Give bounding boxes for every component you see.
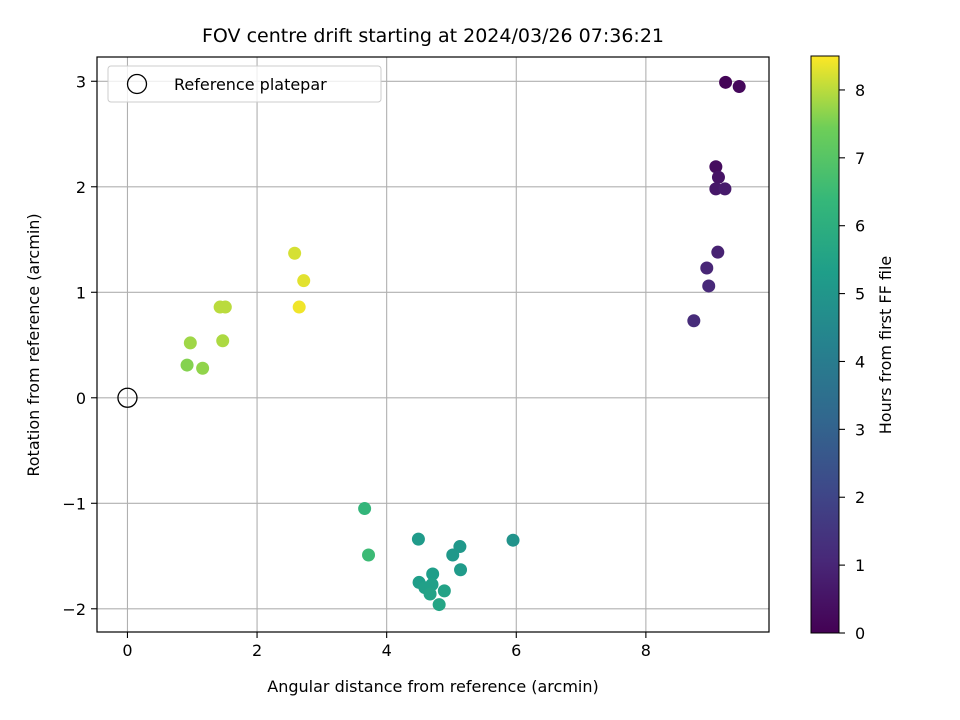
y-axis-ticks: −2 −1 0 1 2 3 bbox=[62, 72, 97, 619]
chart-title: FOV centre drift starting at 2024/03/26 … bbox=[202, 25, 664, 47]
data-point bbox=[411, 532, 425, 546]
legend-label: Reference platepar bbox=[174, 75, 327, 94]
data-point bbox=[711, 245, 725, 259]
data-point bbox=[702, 279, 716, 293]
data-point bbox=[719, 75, 733, 89]
data-point bbox=[506, 533, 520, 547]
data-point bbox=[709, 182, 723, 196]
data-point bbox=[711, 170, 725, 184]
x-axis-label: Angular distance from reference (arcmin) bbox=[267, 677, 598, 696]
data-point bbox=[218, 300, 232, 314]
data-point bbox=[446, 548, 460, 562]
data-point bbox=[432, 598, 446, 612]
legend-reference-marker bbox=[126, 73, 148, 95]
data-point bbox=[183, 336, 197, 350]
data-point bbox=[180, 358, 194, 372]
x-tick-label: 2 bbox=[252, 641, 262, 660]
colorbar-tick-label: 7 bbox=[855, 149, 865, 168]
x-tick-label: 0 bbox=[122, 641, 132, 660]
y-tick-label: 3 bbox=[76, 72, 86, 91]
data-point bbox=[423, 587, 437, 601]
x-axis-ticks: 0 2 4 6 8 bbox=[122, 632, 651, 660]
colorbar-tick-label: 1 bbox=[855, 556, 865, 575]
legend-box bbox=[107, 65, 382, 103]
reference-platepar-marker bbox=[117, 387, 138, 408]
grid-lines bbox=[97, 57, 769, 632]
colorbar-tick-label: 2 bbox=[855, 488, 865, 507]
colorbar-ticks: 0 1 2 3 4 5 6 7 8 bbox=[839, 81, 865, 643]
data-point bbox=[700, 261, 714, 275]
y-tick-label: 2 bbox=[76, 178, 86, 197]
colorbar-tick-label: 0 bbox=[855, 624, 865, 643]
data-point bbox=[426, 567, 440, 581]
y-axis-label: Rotation from reference (arcmin) bbox=[24, 213, 43, 476]
colorbar-tick-label: 6 bbox=[855, 217, 865, 236]
colorbar-label: Hours from first FF file bbox=[876, 256, 895, 435]
data-point bbox=[687, 314, 701, 328]
colorbar-gradient bbox=[810, 55, 840, 634]
reference-marker-group bbox=[117, 387, 138, 408]
colorbar-tick-label: 5 bbox=[855, 285, 865, 304]
x-tick-label: 8 bbox=[641, 641, 651, 660]
data-point bbox=[216, 334, 230, 348]
data-point bbox=[297, 274, 311, 288]
data-point bbox=[709, 160, 723, 174]
colorbar-tick-label: 4 bbox=[855, 352, 865, 371]
colorbar: 0 1 2 3 4 5 6 7 8 Hours from first FF file bbox=[810, 55, 895, 643]
y-tick-label: 1 bbox=[76, 283, 86, 302]
y-tick-label: −1 bbox=[62, 494, 86, 513]
legend: Reference platepar bbox=[107, 65, 382, 103]
y-tick-label: −2 bbox=[62, 600, 86, 619]
colorbar-tick-label: 8 bbox=[855, 81, 865, 100]
x-tick-label: 4 bbox=[382, 641, 392, 660]
plot-frame bbox=[96, 56, 770, 633]
data-point bbox=[292, 300, 306, 314]
data-point bbox=[437, 584, 451, 598]
data-point bbox=[362, 548, 376, 562]
data-points bbox=[180, 75, 746, 612]
data-point bbox=[196, 361, 210, 375]
y-tick-label: 0 bbox=[76, 389, 86, 408]
data-point bbox=[288, 246, 302, 260]
data-point bbox=[454, 563, 468, 577]
x-tick-label: 6 bbox=[511, 641, 521, 660]
data-point bbox=[358, 502, 372, 516]
colorbar-tick-label: 3 bbox=[855, 420, 865, 439]
data-point bbox=[718, 182, 732, 196]
data-point bbox=[732, 80, 746, 94]
